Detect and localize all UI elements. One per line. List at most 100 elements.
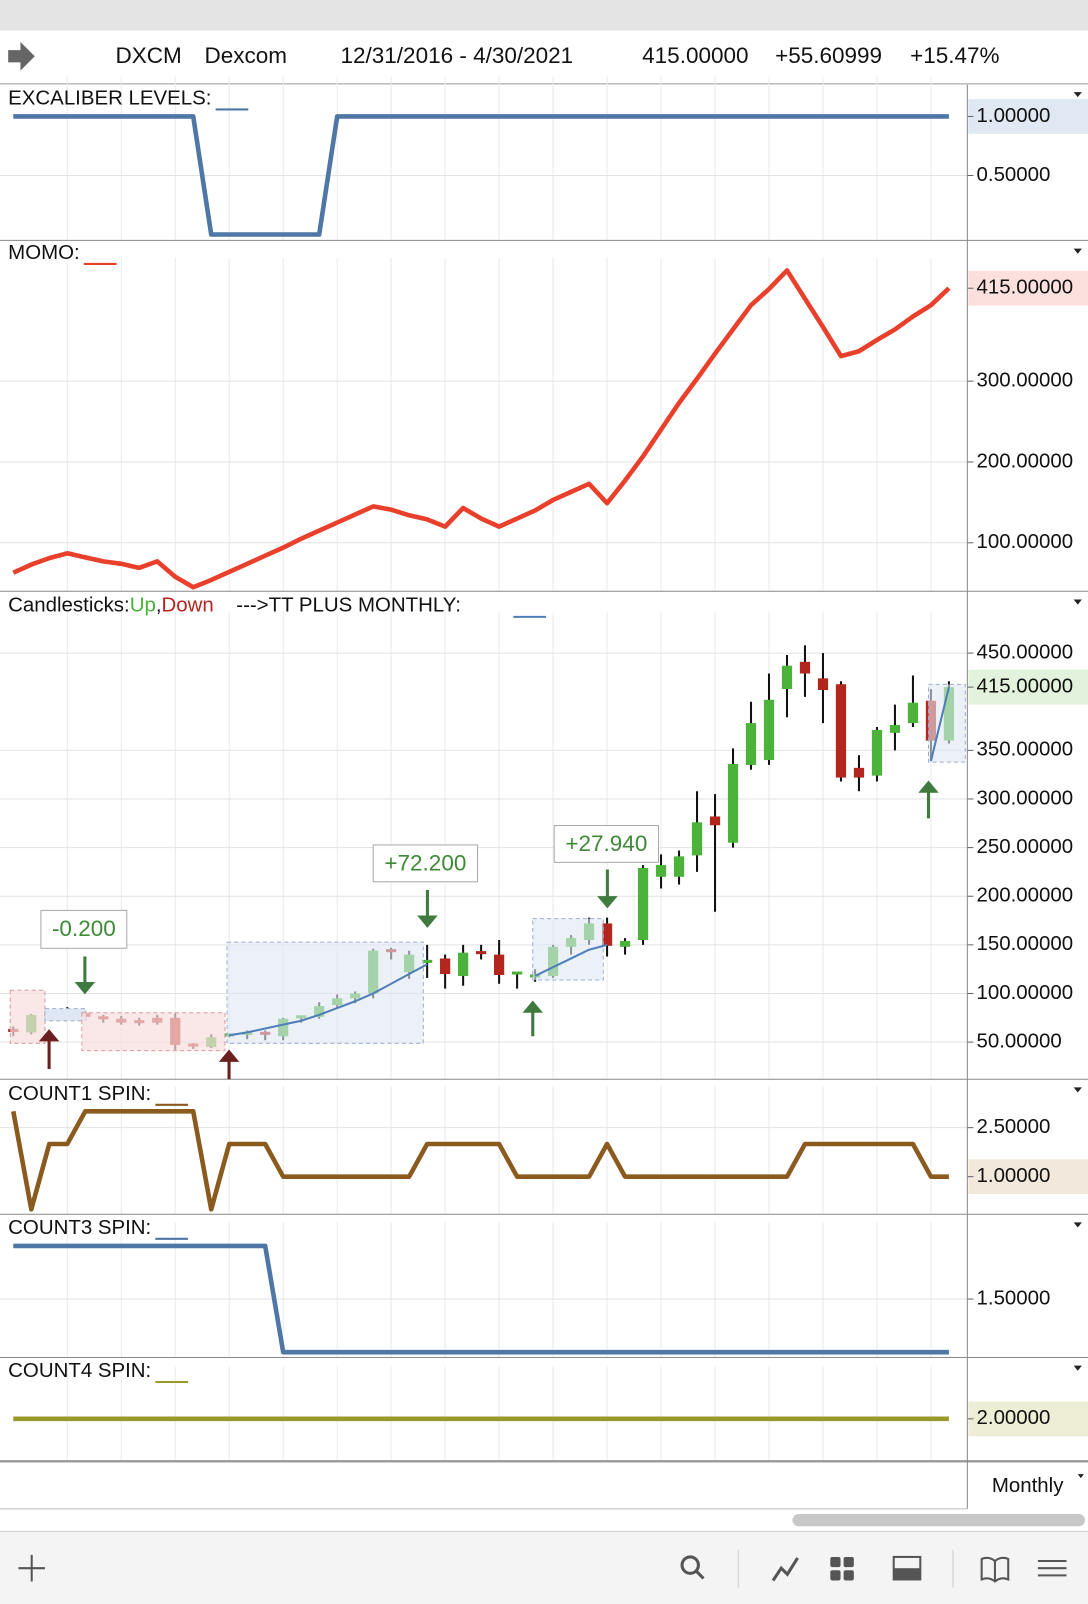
layout-icon[interactable] [830,1556,854,1581]
date-range: 12/31/2016 - 4/30/2021 [341,43,574,68]
arrow-head [918,780,939,793]
y-tick-label: 0.50000 [977,163,1051,186]
y-tick-label: 200.00000 [977,449,1074,472]
signal-box [81,1012,226,1052]
book-icon[interactable] [980,1556,1010,1583]
search-icon[interactable] [680,1555,700,1575]
candle-body [799,661,811,674]
panel-label: MOMO: [8,241,80,264]
y-tick-label: 50.00000 [977,1030,1062,1053]
search-icon-handle[interactable] [695,1570,705,1580]
series-line [12,268,951,590]
panel-menu [1073,1087,1082,1093]
last-price: 415.00000 [642,43,748,68]
annotation: -0.200 [52,916,116,941]
legend-up: Up [130,594,156,617]
menu-icon[interactable] [1037,1560,1067,1577]
add-icon[interactable] [18,1554,45,1582]
panel-menu [1073,599,1082,605]
arrow-head [417,915,438,928]
y-tick-label: 350.00000 [977,738,1074,761]
overlay-layer [229,686,950,1037]
period-selector[interactable]: Monthly [992,1474,1064,1497]
arrow-head [74,982,96,995]
change-pct: +15.47% [910,43,999,68]
candle-body [781,665,793,690]
panel-label: EXCALIBER LEVELS: [8,87,211,110]
panel-menu [1073,92,1082,98]
candle-body [601,923,613,946]
toolbar-icons [18,1549,1067,1588]
panel-menu [1073,1222,1082,1228]
candle-body [673,856,685,877]
panel-label: COUNT3 SPIN: [8,1216,151,1239]
candle-body [889,725,901,733]
panel-menu [1073,248,1082,254]
scrollbar[interactable] [792,1513,1085,1527]
current-badge [968,270,1088,306]
current-badge [968,1401,1088,1437]
candle-body [835,684,847,778]
y-tick-label: 150.00000 [977,932,1074,955]
candle-body [745,723,757,765]
toolbar [0,1531,1088,1604]
signal-box [226,941,424,1044]
signal-box [44,1008,87,1022]
series-line [11,1109,949,1212]
panel-label: COUNT1 SPIN: [8,1082,151,1105]
current-badge [968,669,1088,705]
y-tick-label: 250.00000 [977,835,1074,858]
candle-body [458,952,469,976]
annotation-box [40,909,128,949]
current-badge [968,99,1088,134]
dropdown-caret[interactable] [1077,1474,1084,1479]
candle-body [476,951,487,955]
candle-body [511,971,523,975]
drawing-icon[interactable] [771,1557,799,1582]
y-tick-label: 2.50000 [977,1115,1051,1138]
y-tick-label: 100.00000 [977,981,1074,1004]
candle-legend: Candlesticks:Up,Down --->TT PLUS MONTHLY: [8,594,461,617]
y-tick-label: 1.50000 [977,1286,1051,1309]
symbol: DXCM [116,43,182,68]
company: Dexcom [205,43,288,68]
current-value: 415.00000 [977,675,1074,698]
y-tick-label: 200.00000 [977,884,1074,907]
annotation: +27.940 [565,831,647,856]
arrow-head [38,1029,60,1042]
panels: 0.50000 EXCALIBER LEVELS: 1.00000 100.00000… [0,76,1088,1509]
legend-label: Candlesticks: [8,594,130,617]
panel-menu [1073,1365,1082,1371]
candle-body [871,729,883,776]
status-bar [0,0,1088,31]
legend-overlay: --->TT PLUS MONTHLY: [236,594,461,617]
y-tick-label: 100.00000 [977,530,1074,553]
candle-body [763,699,775,761]
signal-boxes [9,683,966,1052]
candle-body [709,816,721,826]
candle-body [655,865,667,877]
y-tick-label: 450.00000 [977,640,1074,663]
legend-sep: , [156,594,162,617]
candle-body [727,763,739,843]
candle-body [817,678,829,691]
arrow-icon[interactable] [8,41,35,71]
candle-body [422,959,433,963]
overlay-line [229,686,950,1037]
annotation: +72.200 [384,850,466,875]
panel-icon-fill [893,1568,921,1580]
current-value: 1.00000 [977,104,1051,127]
series-line [13,114,949,237]
current-value: 1.00000 [977,1164,1051,1187]
legend-down: Down [162,594,214,617]
panel-label: COUNT4 SPIN: [8,1359,151,1382]
candle-body [493,954,505,976]
series-line [13,1243,949,1355]
arrow-head [218,1049,240,1062]
annotation-box [372,844,479,883]
y-tick-label: 300.00000 [977,786,1074,809]
current-value: 2.00000 [977,1406,1051,1429]
annotation-box [553,825,660,863]
